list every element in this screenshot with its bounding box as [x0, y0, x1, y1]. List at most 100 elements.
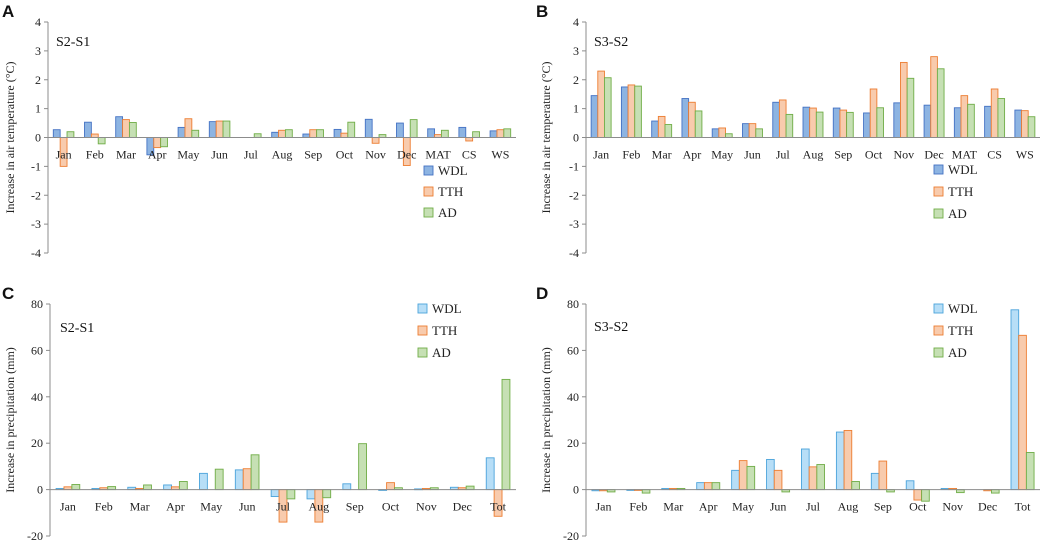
bar-ad-ws — [1027, 116, 1036, 138]
bar-ad-may — [191, 129, 200, 138]
legend-swatch-wdl — [423, 165, 434, 176]
bar-ad-mat — [967, 103, 975, 138]
x-tick-label: MAT — [952, 148, 978, 162]
x-tick-label: Jun — [239, 500, 256, 514]
bar-ad-aug — [851, 481, 860, 491]
bar-tth-nov — [900, 61, 908, 138]
legend-label-wdl: WDL — [948, 162, 978, 177]
bar-wdl-ws — [489, 130, 498, 138]
bar-tth-mar — [122, 119, 130, 138]
bar-ad-dec — [465, 485, 475, 491]
bar-ad-jun — [250, 454, 260, 491]
bar-wdl-jan — [590, 95, 599, 138]
y-tick-label: 60 — [567, 343, 579, 357]
legend-swatch-tth — [933, 325, 944, 336]
y-tick-label: 0 — [573, 131, 579, 145]
bar-ad-oct — [347, 121, 356, 138]
x-tick-label: Oct — [382, 500, 400, 514]
bar-tth-aug — [278, 129, 286, 138]
legend-label-tth: TTH — [438, 184, 463, 199]
x-tick-label: Aug — [838, 500, 859, 514]
x-tick-label: Feb — [629, 500, 647, 514]
x-tick-label: Sep — [834, 148, 852, 162]
x-tick-label: Aug — [309, 500, 330, 514]
bar-ad-dec — [991, 489, 1000, 494]
x-tick-label: May — [200, 500, 222, 514]
x-tick-label: WS — [491, 148, 509, 162]
chart-subtitle: S2-S1 — [56, 35, 90, 50]
bar-ad-mar — [128, 122, 137, 138]
bar-tth-ws — [496, 129, 505, 138]
bar-tth-oct — [869, 88, 878, 138]
bar-tth-oct — [913, 489, 923, 501]
y-tick-label: -4 — [569, 246, 579, 260]
bar-wdl-cs — [984, 105, 992, 138]
bar-wdl-mat — [427, 128, 436, 138]
bar-ad-sep — [846, 111, 854, 138]
bar-ad-feb — [97, 137, 106, 145]
bar-wdl-aug — [271, 131, 280, 138]
y-tick-label: -3 — [569, 217, 579, 231]
x-tick-label: Feb — [622, 148, 640, 162]
bar-tth-feb — [627, 84, 636, 138]
bar-ad-cs — [472, 131, 480, 138]
bar-tth-mar — [657, 115, 666, 138]
x-tick-label: Jan — [60, 500, 76, 514]
y-tick-label: 20 — [567, 436, 579, 450]
legend-label-wdl: WDL — [432, 301, 462, 316]
y-tick-label: 4 — [573, 15, 579, 29]
chart-panel-b: B -4 -3 -2 -1 0 1 2 3 4 Increase in air temperatur… — [536, 2, 1040, 260]
bar-ad-jan — [71, 484, 81, 491]
legend-swatch-wdl — [933, 164, 944, 175]
x-tick-label: MAT — [425, 148, 451, 162]
x-tick-label: CS — [987, 148, 1002, 162]
legend-swatch-ad — [933, 347, 944, 358]
x-tick-label: Mar — [652, 148, 672, 162]
bar-ad-mar — [664, 124, 673, 138]
y-axis-label: Increase in air temperature (°C) — [3, 61, 17, 213]
bar-wdl-feb — [84, 121, 92, 138]
bar-tth-may — [738, 460, 748, 491]
y-tick-label: 1 — [573, 102, 579, 116]
y-tick-label: -4 — [31, 246, 41, 260]
x-tick-label: CS — [462, 148, 477, 162]
bar-wdl-tot — [485, 457, 495, 491]
bar-tth-may — [184, 118, 193, 138]
legend-swatch-tth — [933, 186, 944, 197]
x-tick-label: Jan — [595, 500, 611, 514]
bar-wdl-jun — [234, 469, 244, 491]
bar-wdl-mar — [651, 120, 659, 138]
bar-tth-oct — [386, 482, 395, 491]
bar-ad-sep — [358, 443, 367, 491]
y-tick-label: 40 — [31, 390, 43, 404]
bar-wdl-feb — [620, 86, 629, 138]
bar-wdl-nov — [893, 102, 901, 138]
bar-wdl-jul — [772, 101, 780, 138]
y-tick-label: 4 — [35, 15, 41, 29]
x-tick-label: Tot — [1015, 500, 1031, 514]
y-tick-label: 1 — [35, 102, 41, 116]
chart-subtitle: S3-S2 — [594, 35, 628, 50]
bar-ad-tot — [1025, 452, 1035, 491]
bar-tth-sep — [878, 460, 888, 491]
bar-tth-jun — [748, 123, 757, 138]
panel-letter: B — [536, 2, 548, 21]
legend-label-ad: AD — [432, 345, 451, 360]
y-tick-label: 2 — [573, 73, 579, 87]
bar-wdl-nov — [364, 118, 373, 138]
legend-label-ad: AD — [438, 205, 457, 220]
bar-ad-may — [725, 133, 733, 138]
bar-ad-dec — [409, 119, 418, 138]
bar-ad-jan — [66, 131, 75, 138]
y-tick-label: -2 — [31, 188, 41, 202]
bar-ad-jul — [785, 113, 794, 138]
y-tick-label: 0 — [37, 483, 43, 497]
y-tick-label: -20 — [27, 529, 43, 543]
bar-tth-oct — [340, 132, 349, 138]
x-tick-label: Jul — [276, 500, 291, 514]
x-tick-label: WS — [1016, 148, 1034, 162]
bar-tth-jan — [597, 70, 605, 138]
bar-ad-apr — [711, 482, 721, 491]
bar-wdl-may — [711, 128, 720, 138]
